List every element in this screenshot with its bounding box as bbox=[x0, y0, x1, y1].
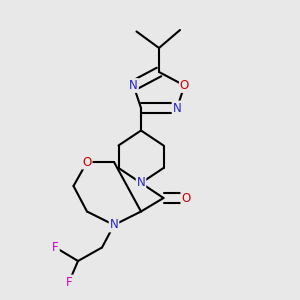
Text: F: F bbox=[52, 241, 59, 254]
Text: N: N bbox=[110, 218, 118, 232]
Text: F: F bbox=[66, 275, 72, 289]
Text: O: O bbox=[182, 191, 190, 205]
Text: N: N bbox=[129, 79, 138, 92]
Text: N: N bbox=[136, 176, 146, 190]
Text: O: O bbox=[180, 79, 189, 92]
Text: O: O bbox=[82, 155, 91, 169]
Text: N: N bbox=[172, 101, 182, 115]
